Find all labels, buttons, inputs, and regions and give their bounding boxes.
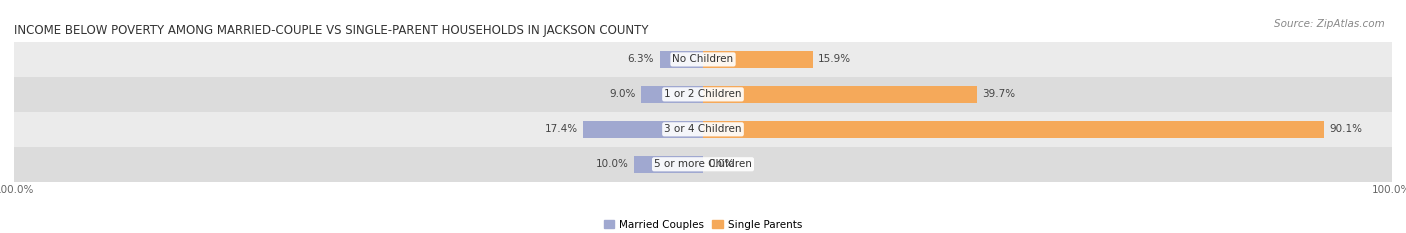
Text: No Children: No Children: [672, 55, 734, 64]
Bar: [703, 51, 813, 68]
Bar: [583, 121, 703, 138]
Text: INCOME BELOW POVERTY AMONG MARRIED-COUPLE VS SINGLE-PARENT HOUSEHOLDS IN JACKSON: INCOME BELOW POVERTY AMONG MARRIED-COUPL…: [14, 24, 648, 37]
Text: Source: ZipAtlas.com: Source: ZipAtlas.com: [1274, 19, 1385, 29]
Bar: [14, 147, 1392, 182]
Text: 3 or 4 Children: 3 or 4 Children: [664, 124, 742, 134]
Text: 15.9%: 15.9%: [818, 55, 851, 64]
Bar: [14, 42, 1392, 77]
Text: 10.0%: 10.0%: [596, 159, 628, 169]
Text: 0.0%: 0.0%: [709, 159, 735, 169]
Bar: [659, 51, 703, 68]
Text: 90.1%: 90.1%: [1329, 124, 1362, 134]
Text: 39.7%: 39.7%: [981, 89, 1015, 99]
Text: 9.0%: 9.0%: [609, 89, 636, 99]
Text: 1 or 2 Children: 1 or 2 Children: [664, 89, 742, 99]
Bar: [14, 112, 1392, 147]
Bar: [703, 121, 1323, 138]
Bar: [703, 86, 977, 103]
Text: 5 or more Children: 5 or more Children: [654, 159, 752, 169]
Bar: [14, 77, 1392, 112]
Bar: [634, 156, 703, 173]
Bar: [641, 86, 703, 103]
Text: 6.3%: 6.3%: [627, 55, 654, 64]
Text: 17.4%: 17.4%: [544, 124, 578, 134]
Legend: Married Couples, Single Parents: Married Couples, Single Parents: [603, 220, 803, 230]
